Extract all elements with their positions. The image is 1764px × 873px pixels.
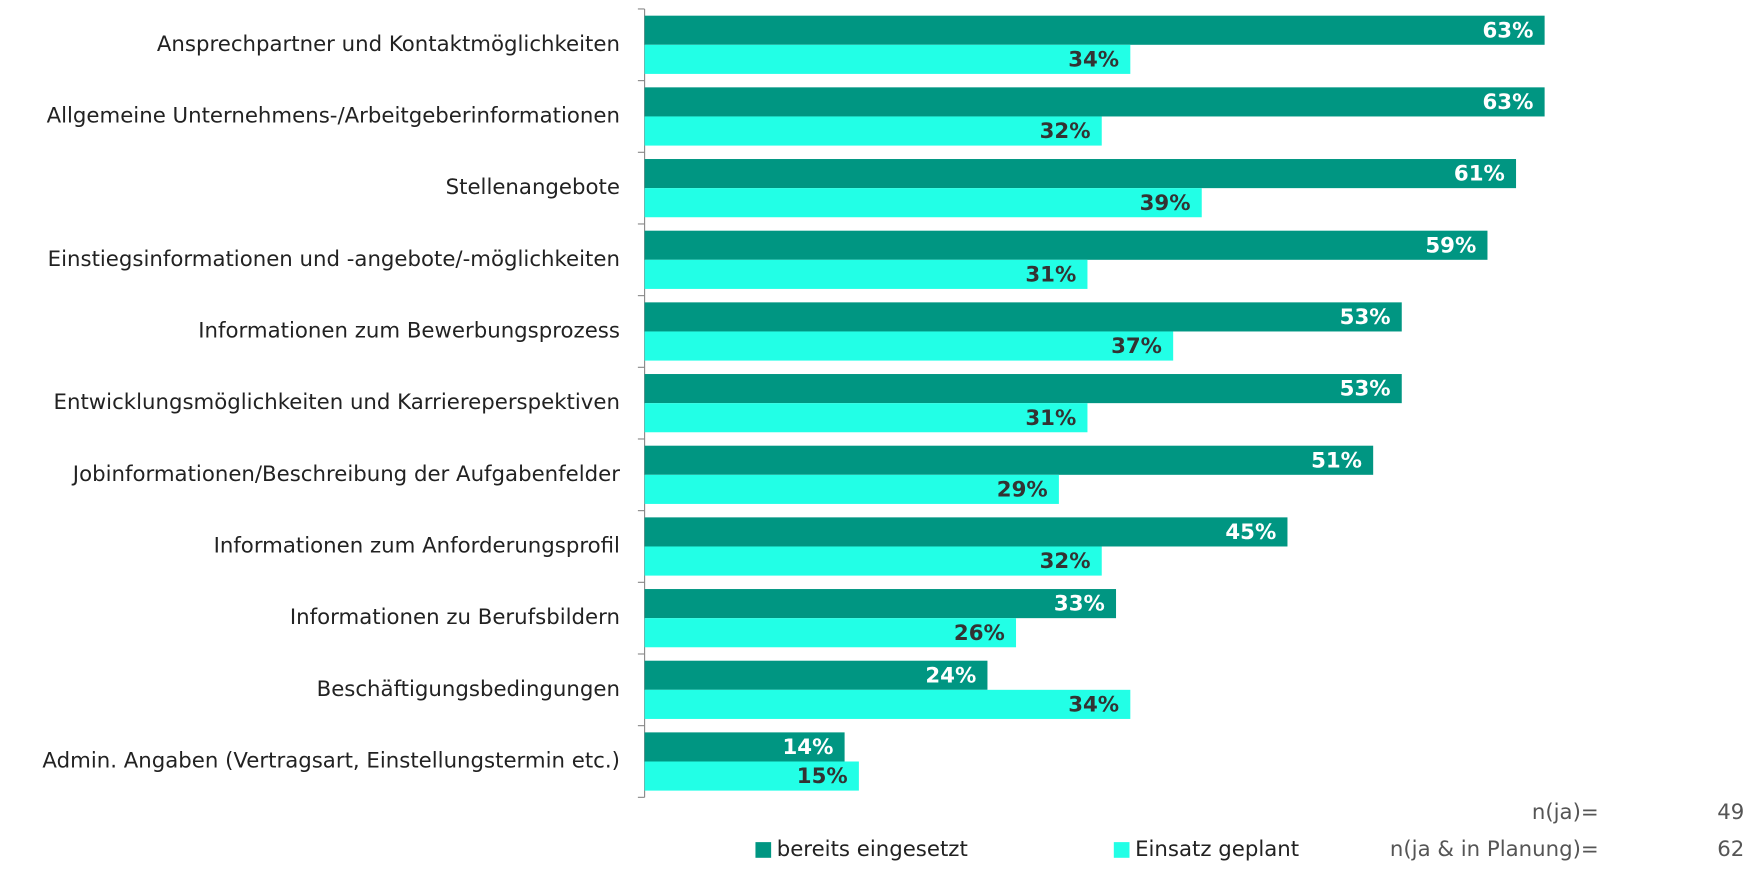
category-label: Informationen zu Berufsbildern xyxy=(290,605,620,630)
value-label: 53% xyxy=(1340,305,1391,330)
value-label: 51% xyxy=(1311,448,1362,473)
value-label: 53% xyxy=(1340,377,1391,402)
value-label: 45% xyxy=(1225,520,1276,545)
legend-label: bereits eingesetzt xyxy=(777,837,968,862)
category-label: Allgemeine Unternehmens-/Arbeitgeberinfo… xyxy=(47,103,620,128)
bar xyxy=(644,44,1131,74)
category-label: Informationen zum Bewerbungsprozess xyxy=(198,318,620,343)
legend-swatch xyxy=(1113,842,1130,858)
category-label: Informationen zum Anforderungsprofil xyxy=(214,533,620,558)
bar xyxy=(644,87,1545,117)
value-label: 14% xyxy=(782,735,833,760)
bar xyxy=(644,15,1545,45)
bar xyxy=(644,403,1088,433)
value-label: 34% xyxy=(1068,693,1119,718)
value-label: 15% xyxy=(797,764,848,789)
value-label: 61% xyxy=(1454,162,1505,187)
legend-swatch xyxy=(755,842,772,858)
value-label: 31% xyxy=(1025,406,1076,431)
bar xyxy=(644,116,1102,146)
note-label: n(ja & in Planung)= xyxy=(1390,837,1599,862)
category-label: Beschäftigungsbedingungen xyxy=(317,677,620,702)
bar xyxy=(644,474,1059,504)
value-label: 33% xyxy=(1054,592,1105,617)
bar xyxy=(644,761,859,791)
category-label: Ansprechpartner und Kontaktmöglichkeiten xyxy=(157,32,620,57)
value-label: 37% xyxy=(1111,334,1162,359)
value-label: 29% xyxy=(997,477,1048,502)
value-label: 59% xyxy=(1425,233,1476,258)
bar xyxy=(644,732,845,762)
bar xyxy=(644,188,1202,218)
note-value: 62 xyxy=(1717,837,1744,862)
value-label: 63% xyxy=(1483,18,1534,43)
value-label: 63% xyxy=(1483,90,1534,115)
legend-label: Einsatz geplant xyxy=(1135,837,1299,862)
category-label: Admin. Angaben (Vertragsart, Einstellung… xyxy=(42,748,620,773)
value-label: 32% xyxy=(1040,119,1091,144)
bar xyxy=(644,259,1088,289)
bar xyxy=(644,374,1402,404)
category-label: Einstiegsinformationen und -angebote/-mö… xyxy=(48,247,620,272)
value-label: 32% xyxy=(1040,549,1091,574)
value-label: 34% xyxy=(1068,47,1119,72)
bar xyxy=(644,517,1288,547)
note-value: 49 xyxy=(1717,800,1744,825)
bar xyxy=(644,331,1174,361)
bar xyxy=(644,230,1488,260)
bar xyxy=(644,660,988,690)
value-label: 26% xyxy=(954,621,1005,646)
note-label: n(ja)= xyxy=(1532,800,1599,825)
bar xyxy=(644,589,1117,619)
value-label: 31% xyxy=(1025,262,1076,287)
category-label: Jobinformationen/Beschreibung der Aufgab… xyxy=(71,462,620,487)
value-label: 24% xyxy=(925,663,976,688)
value-label: 39% xyxy=(1140,191,1191,216)
bar xyxy=(644,302,1402,332)
bar xyxy=(644,546,1102,576)
bar xyxy=(644,159,1517,189)
bar xyxy=(644,618,1017,648)
bar xyxy=(644,689,1131,719)
category-label: Stellenangebote xyxy=(446,175,620,200)
category-label: Entwicklungsmöglichkeiten und Karrierepe… xyxy=(54,390,620,415)
bar xyxy=(644,445,1374,475)
